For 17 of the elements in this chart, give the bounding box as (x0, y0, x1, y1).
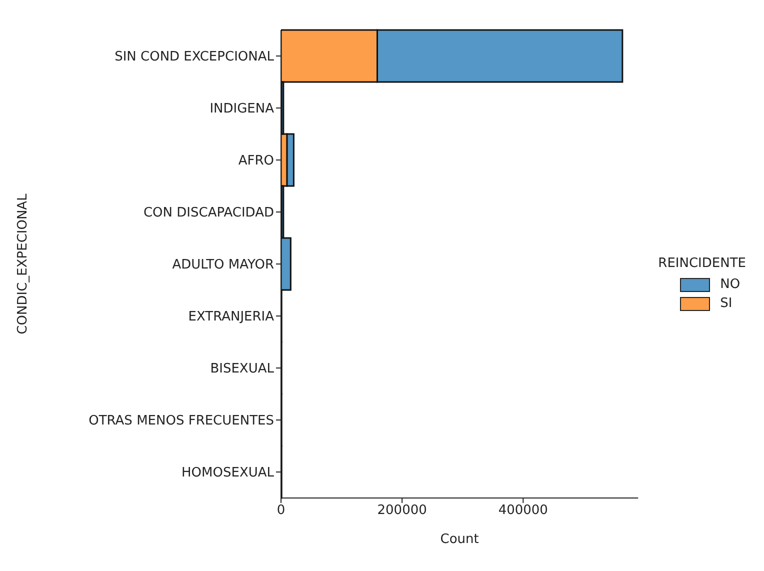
y-tick-label: BISEXUAL (210, 362, 275, 377)
x-axis-title: Count (440, 532, 479, 547)
y-tick-label: OTRAS MENOS FRECUENTES (88, 414, 274, 429)
y-axis-title: CONDIC_EXPECIONAL (16, 192, 31, 334)
x-tick-label: 200000 (377, 503, 427, 518)
y-tick-label: SIN COND EXCEPCIONAL (114, 50, 275, 65)
y-tick-label: AFRO (238, 154, 274, 169)
x-tick-label: 0 (276, 503, 286, 518)
legend-label: SI (720, 296, 732, 311)
y-tick-label: ADULTO MAYOR (172, 258, 274, 273)
y-tick-label: CON DISCAPACIDAD (143, 206, 274, 221)
legend-title: REINCIDENTE (658, 256, 746, 271)
legend-label: NO (720, 277, 740, 292)
y-tick-label: EXTRANJERIA (188, 310, 274, 325)
y-tick-label: HOMOSEXUAL (182, 466, 275, 481)
y-tick-label: INDIGENA (210, 102, 274, 117)
x-tick-label: 400000 (498, 503, 548, 518)
